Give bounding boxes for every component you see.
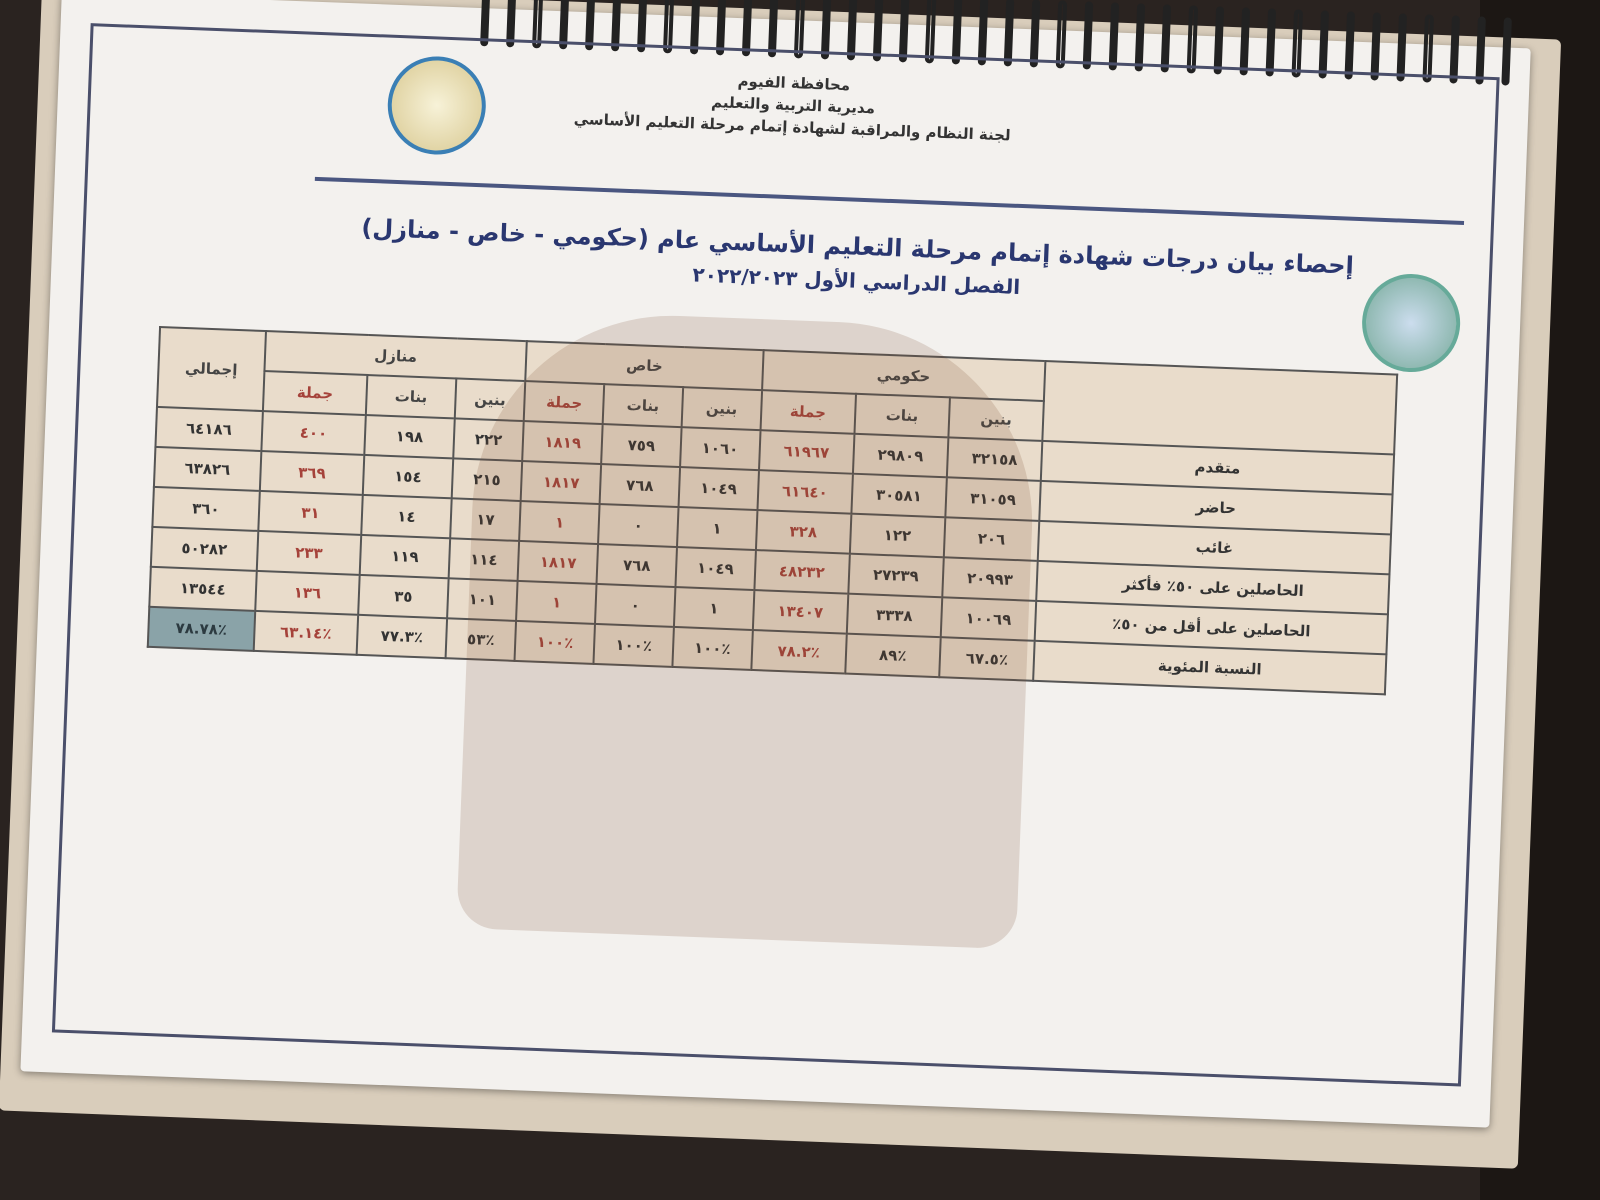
- spiral-coil: [1187, 5, 1198, 74]
- table-cell: ١٨١٧: [518, 540, 599, 584]
- document-page: محافظة الفيوم مديرية التربية والتعليم لج…: [20, 0, 1531, 1128]
- subheader: بنات: [602, 384, 684, 428]
- table-cell: ٣٦٩: [259, 450, 365, 495]
- table-cell: ٧٦٨: [596, 543, 677, 587]
- table-cell: ٪١٠٠: [514, 620, 596, 664]
- table-cell: ٪٦٣.١٤: [253, 610, 359, 655]
- table-cell: ٠: [598, 504, 679, 548]
- table-cell: ٣١: [257, 490, 364, 535]
- total-header: إجمالي: [156, 327, 266, 412]
- table-cell: ١٠٦٠: [679, 427, 761, 471]
- table-cell: ١٥٤: [363, 454, 453, 499]
- table-cell: ١٠٤٩: [675, 547, 756, 591]
- table-cell: ١٠١: [446, 578, 519, 621]
- total-cell: ٣٦٠: [152, 486, 260, 531]
- table-cell: ١٨١٧: [521, 461, 602, 505]
- table-cell: ٠: [595, 583, 676, 627]
- spiral-coil: [1291, 9, 1303, 78]
- table-cell: ٪٧٨.٢: [750, 629, 847, 674]
- row-label-header: [1042, 361, 1398, 455]
- total-cell: ٪٧٨.٧٨: [147, 606, 255, 651]
- table-cell: ٣١٠٥٩: [945, 477, 1041, 521]
- table-cell: ١١٤: [448, 538, 520, 581]
- spiral-notebook: محافظة الفيوم مديرية التربية والتعليم لج…: [0, 0, 1562, 1169]
- table-cell: ١٣٤٠٧: [752, 590, 849, 634]
- total-cell: ٦٣٨٢٦: [153, 446, 261, 491]
- subheader: بنين: [948, 397, 1044, 441]
- spiral-coil: [1475, 16, 1486, 85]
- table-cell: ٪١٠٠: [672, 626, 753, 670]
- total-cell: ٥٠٢٨٢: [150, 526, 258, 571]
- subheader: جملة: [262, 371, 368, 415]
- table-cell: ١٣٦: [254, 570, 360, 615]
- table-cell: ١: [519, 501, 600, 544]
- spiral-coil: [1344, 11, 1355, 80]
- table-cell: ٢٩٨٠٩: [852, 433, 949, 478]
- spiral-coil: [1029, 0, 1041, 68]
- table-cell: ١٠٠٦٩: [940, 597, 1037, 641]
- table-cell: ٦١٦٤٠: [757, 470, 853, 514]
- table-cell: ١٨١٩: [522, 421, 603, 465]
- spiral-coil: [899, 0, 910, 63]
- spiral-coil: [1003, 0, 1015, 67]
- table-cell: ٢١٥: [451, 458, 523, 502]
- table-cell: ٤٠٠: [260, 411, 367, 455]
- spiral-coil: [951, 0, 963, 65]
- table-cell: ٪٨٩: [844, 633, 941, 678]
- subheader: جملة: [524, 381, 605, 425]
- table-cell: ٪٧٧.٣: [356, 614, 447, 659]
- results-table: حكومي خاص منازل إجمالي بنين بنات جملة بنين ب…: [146, 325, 1399, 696]
- spiral-coil: [1370, 12, 1382, 81]
- spiral-coil: [1082, 1, 1094, 70]
- total-cell: ١٣٥٤٤: [149, 566, 257, 611]
- spiral-coil: [1448, 15, 1460, 84]
- table-cell: ٪٥٣: [445, 618, 517, 661]
- table-cell: ١: [673, 586, 754, 630]
- spiral-coil: [1213, 6, 1225, 75]
- table-cell: ٣٢١٥٨: [946, 437, 1043, 481]
- table-cell: ١٢٢: [849, 513, 946, 558]
- table-cell: ٦١٩٦٧: [758, 430, 855, 474]
- table-cell: ٣٣٣٨: [846, 593, 943, 638]
- table-cell: ٪١٠٠: [593, 623, 674, 667]
- table-cell: ٣٠٥٨١: [851, 473, 947, 518]
- spiral-coil: [1056, 0, 1067, 69]
- table-cell: ٧٦٨: [599, 464, 680, 508]
- table-cell: ١٠٤٩: [678, 467, 759, 511]
- table-cell: ٣٥: [358, 574, 449, 619]
- spiral-coil: [977, 0, 989, 66]
- spiral-coil: [925, 0, 937, 64]
- table-cell: ١٧: [449, 498, 522, 541]
- table-cell: ٢٠٩٩٣: [942, 557, 1038, 601]
- subheader: بنين: [454, 378, 526, 422]
- spiral-coil: [1160, 4, 1172, 73]
- table-cell: ١١٩: [359, 534, 450, 579]
- subheader: بنين: [681, 387, 762, 431]
- table-cell: ٢٢٢: [452, 418, 525, 462]
- table-cell: ٤٨٢٣٢: [753, 550, 850, 594]
- spiral-coil: [1396, 13, 1408, 82]
- table-cell: ٧٥٩: [601, 424, 682, 468]
- table-cell: ١٩٨: [364, 414, 455, 459]
- table-cell: ٪٦٧.٥: [939, 637, 1035, 681]
- subheader: جملة: [760, 390, 856, 434]
- table-cell: ٢٧٢٣٩: [848, 553, 944, 598]
- table-cell: ١: [516, 580, 597, 624]
- subheader: بنات: [366, 375, 456, 419]
- table-cell: ٢٣٣: [256, 530, 362, 575]
- total-cell: ٦٤١٨٦: [155, 406, 263, 451]
- spiral-coil: [1422, 14, 1434, 83]
- table-cell: ٢٠٦: [943, 517, 1040, 561]
- table-cell: ١: [676, 507, 758, 551]
- spiral-coil: [1501, 17, 1513, 86]
- spiral-coil: [1265, 8, 1277, 77]
- spiral-coil: [1239, 7, 1251, 76]
- spiral-coil: [1108, 2, 1120, 71]
- spiral-coil: [1317, 10, 1329, 79]
- table-cell: ٣٢٨: [755, 510, 852, 554]
- subheader: بنات: [854, 393, 950, 438]
- spiral-coil: [1134, 3, 1146, 72]
- table-cell: ١٤: [361, 494, 452, 539]
